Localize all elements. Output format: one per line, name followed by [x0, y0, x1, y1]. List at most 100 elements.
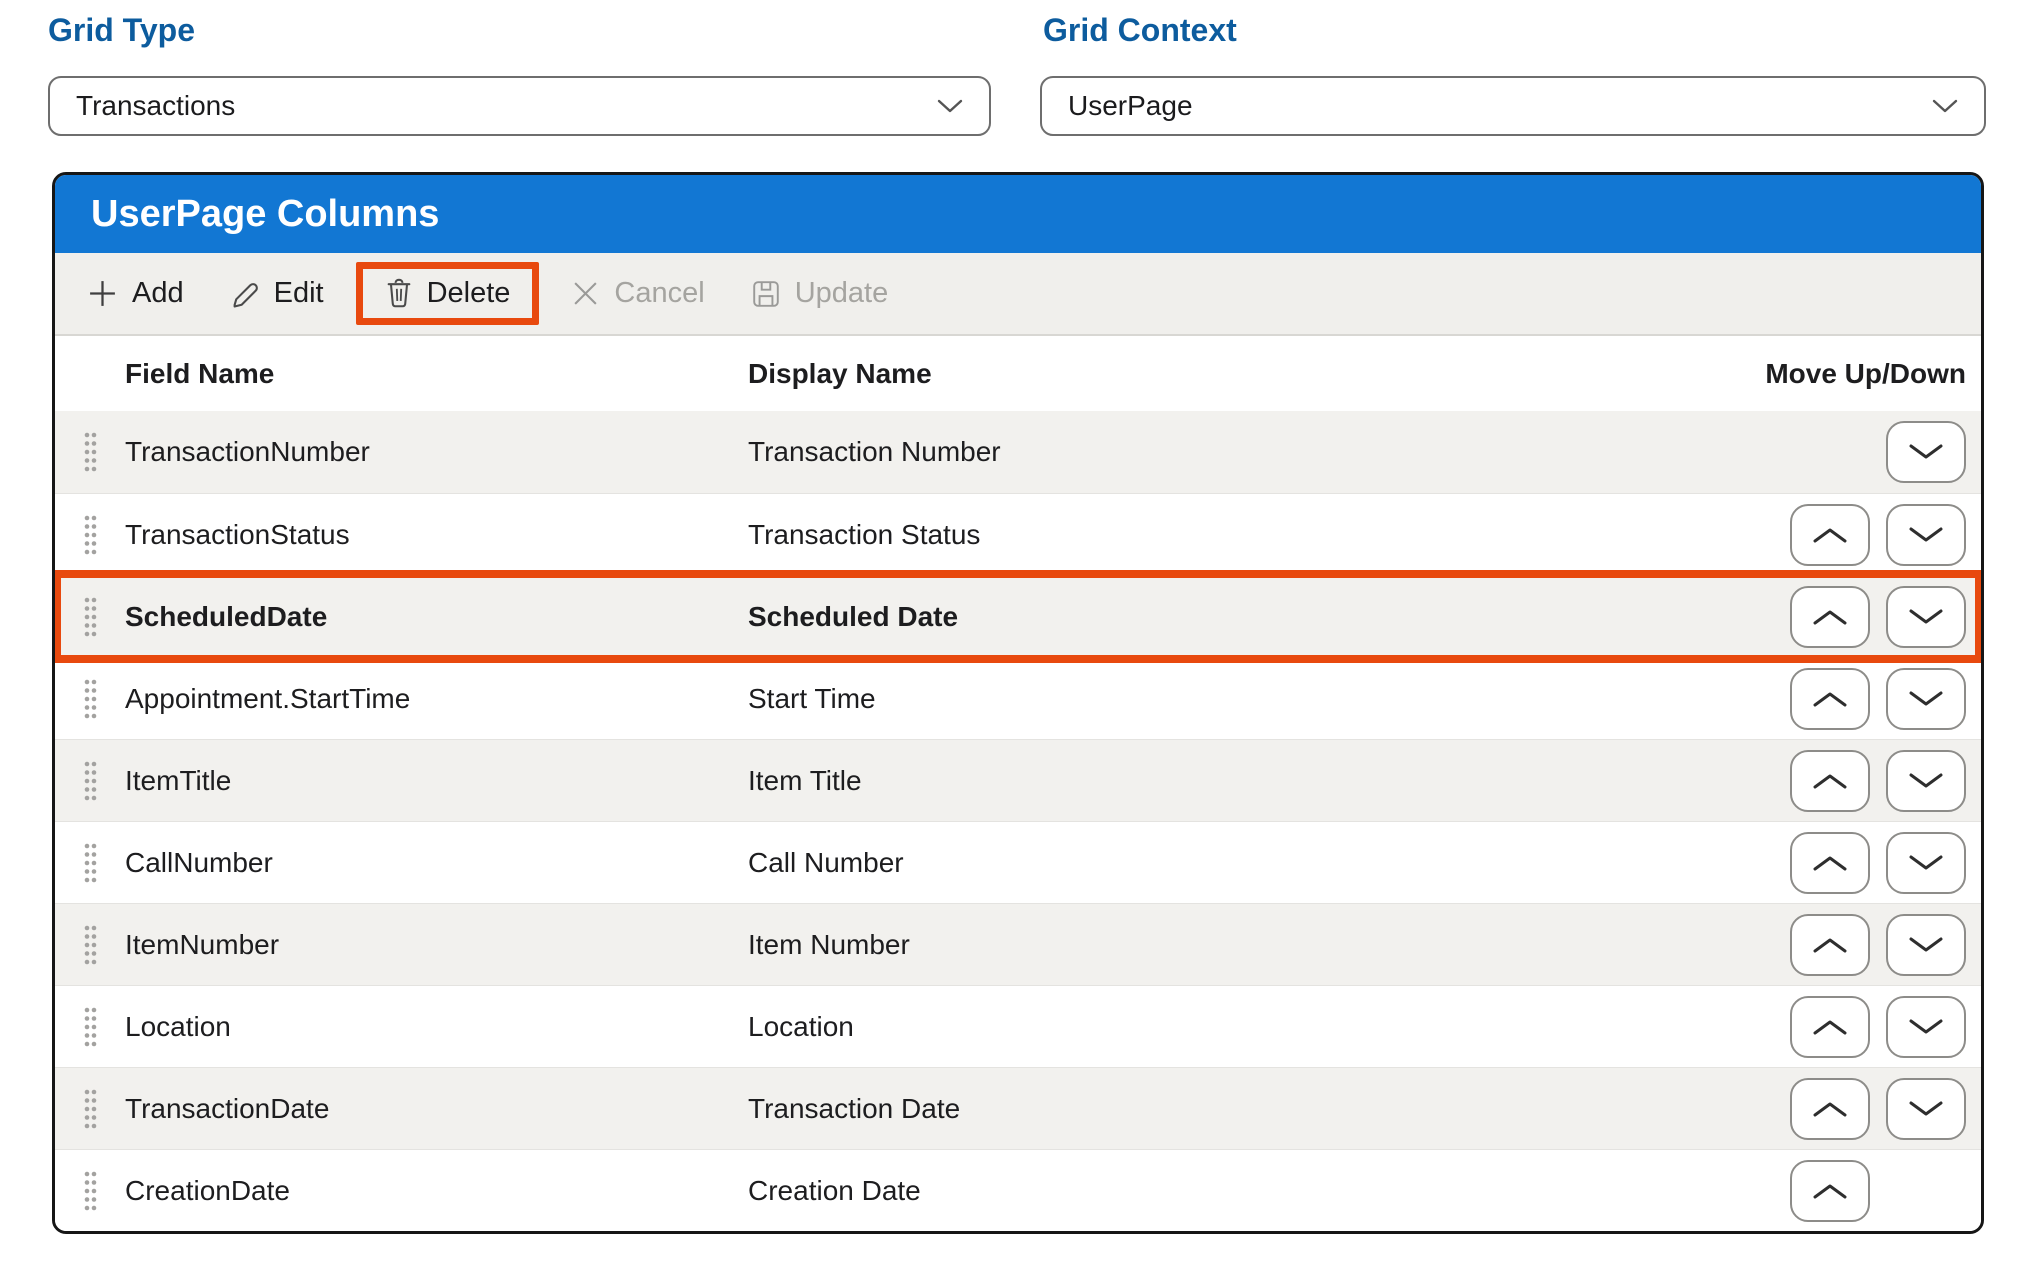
move-up-button[interactable]: [1790, 995, 1870, 1058]
plus-icon: [87, 278, 118, 309]
drag-handle[interactable]: [55, 841, 125, 885]
move-down-button[interactable]: [1886, 585, 1966, 648]
display-name-cell: Scheduled Date: [748, 600, 959, 632]
move-up-button[interactable]: [1790, 831, 1870, 894]
move-up-button[interactable]: [1790, 585, 1870, 648]
move-down-button[interactable]: [1886, 421, 1966, 483]
move-up-button[interactable]: [1790, 1159, 1870, 1222]
field-name-cell: ItemTitle: [125, 764, 232, 796]
table-header-row: Field Name Display Name Move Up/Down: [55, 336, 1981, 411]
move-down-button[interactable]: [1886, 749, 1966, 812]
move-down-button[interactable]: [1886, 995, 1966, 1058]
move-buttons: [1756, 831, 1966, 894]
chevron-down-icon: [937, 99, 963, 114]
grid-context-select[interactable]: UserPage: [1040, 76, 1986, 136]
move-buttons: [1756, 421, 1966, 483]
move-buttons: [1756, 1077, 1966, 1140]
display-name-cell: Transaction Status: [748, 518, 981, 550]
drag-handle[interactable]: [55, 759, 125, 803]
move-buttons: [1756, 1159, 1966, 1222]
x-icon: [571, 279, 600, 308]
move-down-button[interactable]: [1886, 913, 1966, 976]
display-name-cell: Transaction Number: [748, 436, 1001, 467]
display-name-cell: Call Number: [748, 846, 904, 878]
table-row[interactable]: TransactionNumber Transaction Number: [55, 411, 1981, 493]
drag-handle[interactable]: [55, 677, 125, 721]
drag-handle[interactable]: [55, 1005, 125, 1049]
chevron-down-icon: [1932, 99, 1958, 114]
pencil-icon: [230, 279, 260, 309]
move-buttons: [1756, 585, 1966, 648]
move-buttons: [1756, 995, 1966, 1058]
update-button[interactable]: Update: [751, 277, 889, 310]
move-down-button[interactable]: [1886, 831, 1966, 894]
edit-button[interactable]: Edit: [230, 277, 324, 310]
update-button-label: Update: [794, 277, 889, 309]
move-down-button[interactable]: [1886, 503, 1966, 566]
display-name-cell: Item Title: [748, 764, 862, 796]
panel-header: UserPage Columns: [55, 175, 1981, 253]
field-name-cell: TransactionDate: [125, 1092, 330, 1124]
table-row[interactable]: TransactionDate Transaction Date: [55, 1067, 1981, 1149]
field-name-cell: TransactionNumber: [125, 436, 370, 467]
add-button-label: Add: [132, 277, 184, 309]
field-name-cell: CreationDate: [125, 1174, 290, 1206]
table-row[interactable]: ScheduledDate Scheduled Date: [55, 570, 1981, 663]
move-up-button[interactable]: [1790, 749, 1870, 812]
move-buttons: [1756, 667, 1966, 730]
userpage-columns-panel: UserPage Columns Add Edit Delete: [52, 172, 1984, 1234]
cancel-button-label: Cancel: [614, 277, 705, 309]
table-body: TransactionNumber Transaction Number: [55, 411, 1981, 1231]
drag-handle[interactable]: [55, 1087, 125, 1131]
move-buttons: [1756, 913, 1966, 976]
field-name-cell: ItemNumber: [125, 928, 280, 960]
save-icon: [751, 279, 781, 309]
grid-type-label: Grid Type: [48, 12, 195, 48]
move-up-button[interactable]: [1790, 1077, 1870, 1140]
drag-handle[interactable]: [55, 430, 125, 474]
table-row[interactable]: TransactionStatus Transaction Status: [55, 493, 1981, 575]
display-name-cell: Item Number: [748, 928, 910, 960]
grid-type-select[interactable]: Transactions: [48, 76, 991, 136]
table-row[interactable]: Appointment.StartTime Start Time: [55, 657, 1981, 739]
grid-type-selected-value: Transactions: [76, 90, 236, 121]
panel-title: UserPage Columns: [91, 192, 440, 235]
toolbar: Add Edit Delete Cancel: [55, 253, 1981, 336]
field-name-cell: TransactionStatus: [125, 518, 350, 550]
move-up-button[interactable]: [1790, 503, 1870, 566]
move-down-button[interactable]: [1886, 1077, 1966, 1140]
table-row[interactable]: CreationDate Creation Date: [55, 1149, 1981, 1231]
drag-handle[interactable]: [55, 923, 125, 967]
display-name-cell: Location: [748, 1010, 854, 1042]
delete-button[interactable]: Delete: [355, 262, 540, 325]
drag-handle[interactable]: [55, 1169, 125, 1213]
table-row[interactable]: ItemTitle Item Title: [55, 739, 1981, 821]
move-buttons: [1756, 749, 1966, 812]
move-buttons: [1756, 503, 1966, 566]
field-name-cell: ScheduledDate: [125, 600, 328, 632]
move-up-button[interactable]: [1790, 913, 1870, 976]
table-row[interactable]: Location Location: [55, 985, 1981, 1067]
table-row[interactable]: ItemNumber Item Number: [55, 903, 1981, 985]
display-name-header: Display Name: [748, 357, 932, 389]
edit-button-label: Edit: [273, 277, 324, 309]
display-name-cell: Start Time: [748, 682, 876, 714]
delete-button-label: Delete: [426, 277, 511, 309]
add-button[interactable]: Add: [87, 277, 184, 310]
display-name-cell: Transaction Date: [748, 1092, 961, 1124]
table-row[interactable]: CallNumber Call Number: [55, 821, 1981, 903]
field-name-cell: CallNumber: [125, 846, 273, 878]
display-name-cell: Creation Date: [748, 1174, 921, 1206]
field-name-cell: Location: [125, 1010, 231, 1042]
grid-context-label: Grid Context: [1043, 12, 1237, 48]
drag-handle[interactable]: [55, 513, 125, 557]
cancel-button[interactable]: Cancel: [571, 277, 705, 310]
drag-handle[interactable]: [55, 595, 125, 639]
move-up-button[interactable]: [1790, 667, 1870, 730]
trash-icon: [385, 278, 413, 309]
move-down-button[interactable]: [1886, 667, 1966, 730]
field-name-cell: Appointment.StartTime: [125, 682, 411, 714]
grid-context-selected-value: UserPage: [1068, 90, 1193, 121]
move-updown-header: Move Up/Down: [1765, 357, 1966, 389]
